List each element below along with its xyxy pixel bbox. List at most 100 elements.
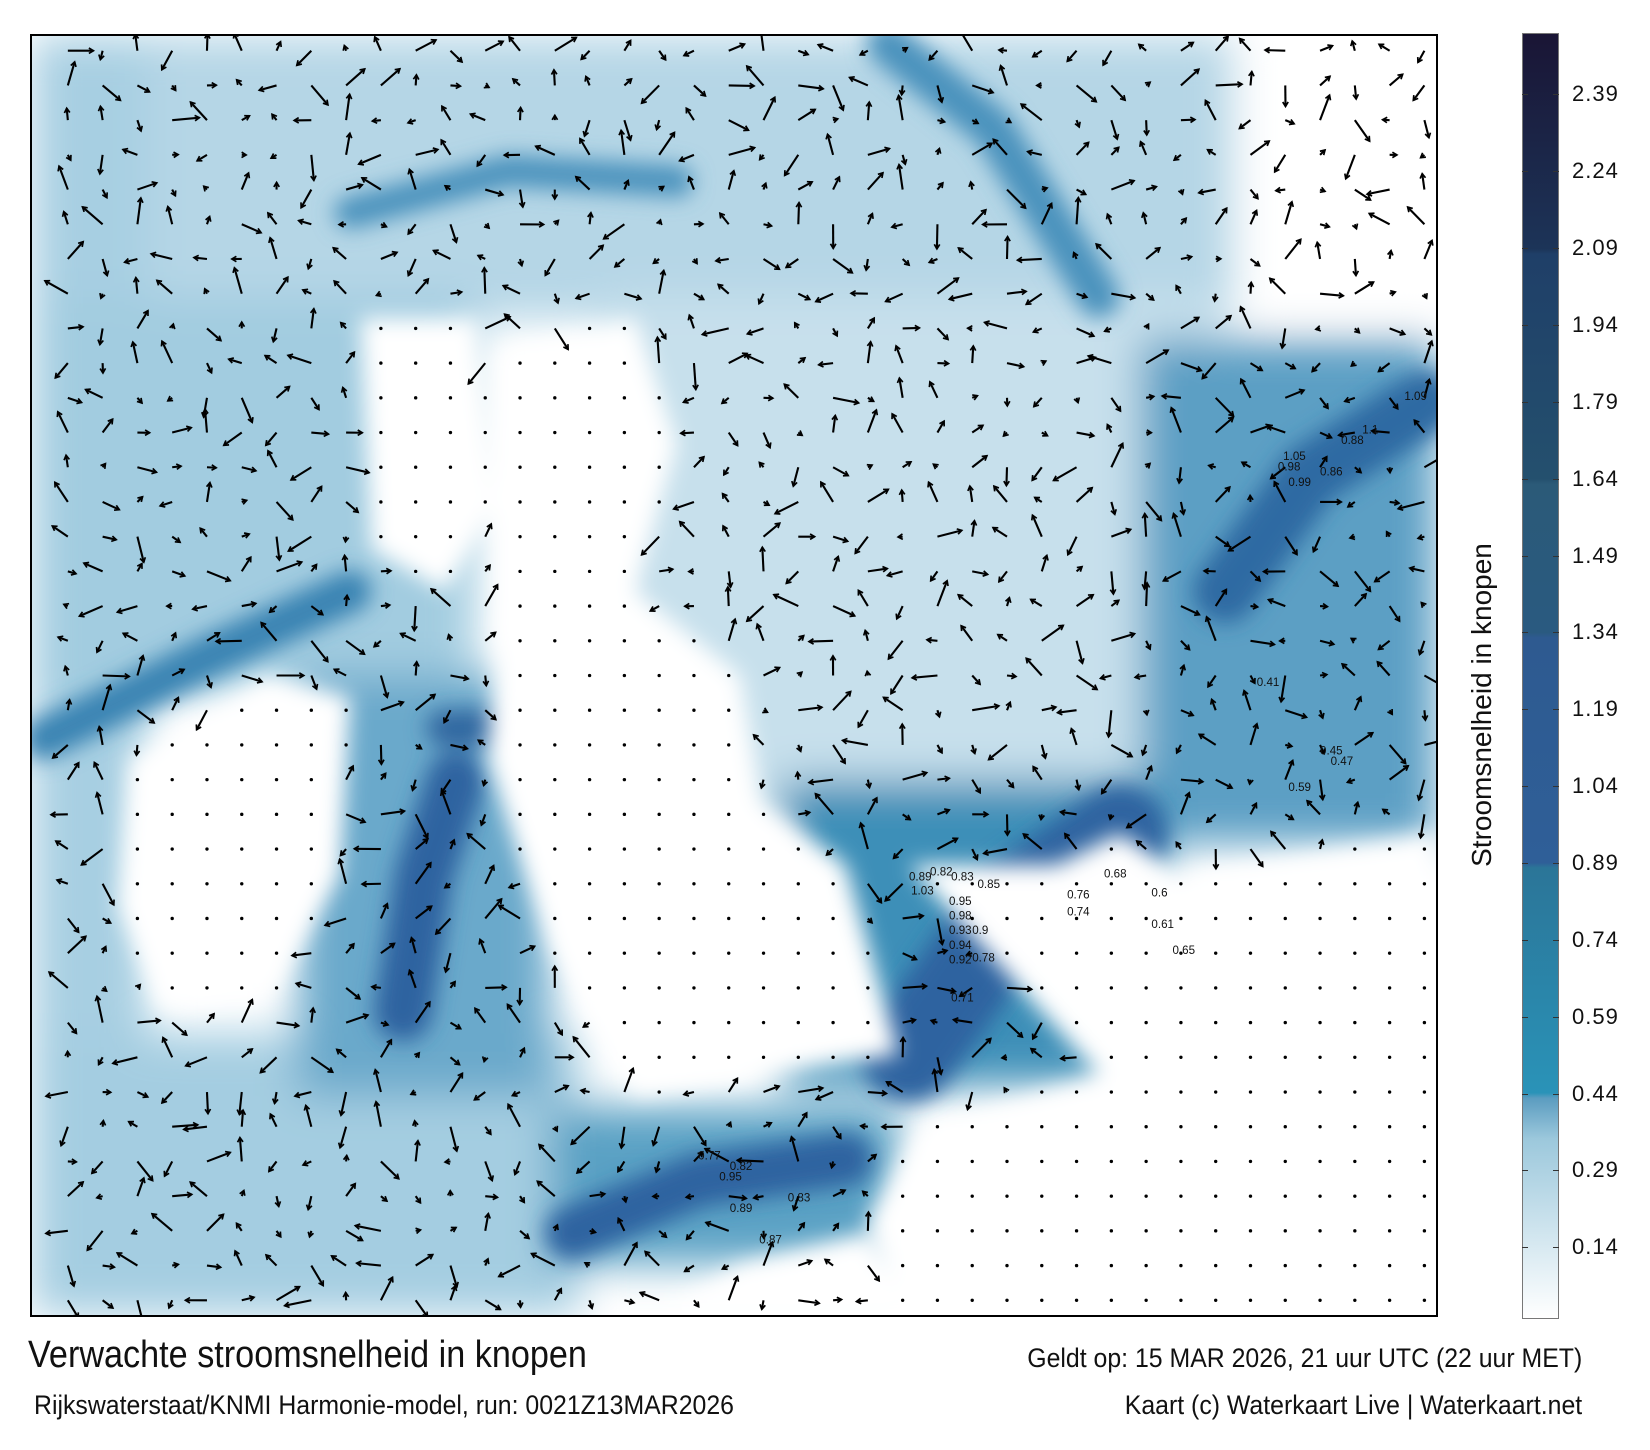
grid-dot (587, 326, 592, 331)
current-speed-map[interactable]: 0.95 0.98 0.93 0.9 0.94 0.92 0.78 1.03 0.85 0.83 0… (30, 34, 1438, 1317)
arrow-head (1263, 140, 1271, 147)
grid-dot (1040, 882, 1044, 886)
arrow-head (772, 593, 780, 600)
arrow-head (352, 507, 360, 514)
grid-dot (274, 986, 279, 990)
current-arrow (966, 1091, 974, 1110)
current-arrow (443, 709, 452, 724)
arrow-head (412, 73, 420, 80)
arrow-head (947, 294, 955, 302)
arrow-head (744, 353, 752, 360)
arrow-head (1427, 238, 1434, 246)
current-arrow (1142, 212, 1148, 225)
speed-label: 0.88 (1341, 435, 1364, 447)
arrow-head (243, 171, 251, 179)
arrow-head (151, 467, 159, 475)
arrow-head (1033, 496, 1041, 503)
arrow-head (1254, 575, 1262, 583)
current-arrow (275, 501, 294, 521)
arrow-head (1063, 832, 1071, 840)
arrow-head (868, 396, 876, 403)
arrow-head (59, 1140, 66, 1148)
arrow-head (1113, 599, 1121, 606)
arrow-head (551, 113, 559, 121)
arrow-head (992, 138, 999, 145)
current-arrow (832, 415, 837, 433)
arrow-head (1066, 549, 1073, 557)
arrow-head (1360, 592, 1368, 600)
current-arrow (1180, 778, 1203, 783)
arrow-head (398, 700, 405, 707)
arrow-head (160, 1097, 168, 1105)
arrow-head (1413, 418, 1420, 426)
grid-dot (1353, 1298, 1357, 1302)
current-arrow (727, 431, 739, 447)
current-arrow (1076, 431, 1095, 437)
arrow-head (136, 562, 143, 569)
arrow-head (580, 54, 587, 61)
arrow-head (960, 624, 967, 632)
arrow-head (415, 1227, 423, 1235)
speed-label: 0.68 (1104, 868, 1127, 880)
current-arrow (272, 328, 278, 342)
grid-dot (553, 604, 557, 608)
arrow-head (1005, 700, 1012, 708)
grid-dot (1214, 1263, 1218, 1268)
current-arrow (484, 40, 504, 52)
current-arrow (704, 1147, 730, 1163)
arrow-head (755, 622, 762, 630)
current-arrow (936, 837, 958, 850)
arrow-head (1088, 431, 1096, 439)
current-arrow (1243, 690, 1252, 711)
arrow-head (65, 698, 73, 705)
current-arrow (867, 567, 888, 573)
current-arrow (466, 833, 486, 850)
arrow-head (1137, 43, 1145, 50)
grid-dot (1353, 986, 1357, 990)
arrow-head (316, 485, 323, 492)
arrow-head (1317, 838, 1325, 846)
current-arrow (205, 675, 212, 688)
current-arrow (1284, 709, 1307, 719)
current-arrow (1280, 675, 1287, 702)
current-arrow (937, 529, 963, 538)
current-arrow (1215, 778, 1233, 789)
current-arrow (102, 674, 130, 678)
grid-dot (274, 882, 279, 886)
current-arrow (797, 108, 816, 122)
grid-dot (1283, 1055, 1287, 1059)
arrow-head (1367, 731, 1375, 738)
current-arrow (640, 535, 660, 556)
grid-dot (274, 777, 279, 782)
grid-dot (1353, 1159, 1357, 1164)
current-arrow (206, 1013, 215, 1024)
current-arrow (726, 586, 730, 607)
current-arrow (80, 848, 104, 866)
arrow-head (496, 897, 503, 905)
arrow-head (759, 1304, 766, 1311)
arrow-head (230, 255, 237, 263)
arrow-head (1236, 80, 1244, 88)
current-arrow (101, 1299, 114, 1309)
arrow-head (62, 602, 70, 610)
current-arrow (531, 1252, 556, 1267)
grid-dot (518, 430, 522, 435)
arrow-head (1269, 473, 1277, 480)
current-arrow (264, 354, 278, 364)
current-arrow (798, 706, 823, 712)
arrow-head (553, 219, 560, 226)
grid-dot (622, 500, 627, 504)
grid-dot (657, 500, 661, 504)
arrow-head (416, 743, 423, 750)
arrow-head (1393, 499, 1401, 507)
arrow-head (1119, 94, 1127, 102)
current-arrow (276, 561, 303, 573)
arrow-head (977, 424, 985, 431)
current-arrow (866, 317, 876, 329)
arrow-head (148, 717, 156, 724)
grid-dot (587, 604, 592, 608)
current-arrow (172, 116, 200, 122)
arrow-head (294, 981, 302, 988)
grid-dot (970, 1125, 974, 1129)
current-arrow (680, 431, 695, 435)
